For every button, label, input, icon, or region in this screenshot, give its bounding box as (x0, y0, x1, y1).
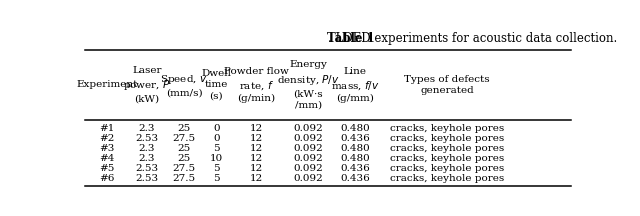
Text: 0.092: 0.092 (293, 174, 323, 183)
Text: . LDED experiments for acoustic data collection.: . LDED experiments for acoustic data col… (328, 32, 617, 45)
Text: 0.480: 0.480 (340, 144, 370, 153)
Text: 2.53: 2.53 (136, 164, 159, 173)
Text: 2.3: 2.3 (139, 124, 156, 133)
Text: Types of defects
generated: Types of defects generated (404, 75, 490, 95)
Text: 0.092: 0.092 (293, 154, 323, 163)
Text: 5: 5 (213, 164, 220, 173)
Text: 0.480: 0.480 (340, 124, 370, 133)
Text: #1: #1 (100, 124, 115, 133)
Text: 0.436: 0.436 (340, 174, 370, 183)
Text: Line
mass, $\mathit{f/v}$
(g/mm): Line mass, $\mathit{f/v}$ (g/mm) (331, 67, 380, 103)
Text: cracks, keyhole pores: cracks, keyhole pores (390, 124, 504, 133)
Text: cracks, keyhole pores: cracks, keyhole pores (390, 134, 504, 143)
Text: 2.3: 2.3 (139, 144, 156, 153)
Text: 12: 12 (250, 174, 262, 183)
Text: 0: 0 (213, 124, 220, 133)
Text: 0.092: 0.092 (293, 124, 323, 133)
Text: 0.480: 0.480 (340, 154, 370, 163)
Text: Laser
power, $\mathit{P}$
(kW): Laser power, $\mathit{P}$ (kW) (123, 66, 171, 104)
Text: #3: #3 (100, 144, 115, 153)
Text: Table 1: Table 1 (327, 32, 375, 45)
Text: Powder flow
rate, $\mathit{f}$
(g/min): Powder flow rate, $\mathit{f}$ (g/min) (223, 67, 289, 103)
Text: Energy
density, $\mathit{P/v}$
(kW·s
/mm): Energy density, $\mathit{P/v}$ (kW·s /mm… (276, 60, 340, 110)
Text: 0.436: 0.436 (340, 164, 370, 173)
Text: #5: #5 (100, 164, 115, 173)
Text: 25: 25 (177, 144, 191, 153)
Text: 5: 5 (213, 144, 220, 153)
Text: 12: 12 (250, 164, 262, 173)
Text: 2.53: 2.53 (136, 174, 159, 183)
Text: Experiment: Experiment (77, 81, 138, 89)
Text: Dwell
time
(s): Dwell time (s) (202, 69, 232, 101)
Text: 0.436: 0.436 (340, 134, 370, 143)
Text: 2.3: 2.3 (139, 154, 156, 163)
Text: Speed, $\mathit{v}$
(mm/s): Speed, $\mathit{v}$ (mm/s) (161, 73, 208, 97)
Text: 27.5: 27.5 (173, 164, 196, 173)
Text: #6: #6 (100, 174, 115, 183)
Text: cracks, keyhole pores: cracks, keyhole pores (390, 174, 504, 183)
Text: 12: 12 (250, 154, 262, 163)
Text: #4: #4 (100, 154, 115, 163)
Text: 10: 10 (210, 154, 223, 163)
Text: 25: 25 (177, 154, 191, 163)
Text: 12: 12 (250, 124, 262, 133)
Text: 27.5: 27.5 (173, 134, 196, 143)
Text: cracks, keyhole pores: cracks, keyhole pores (390, 154, 504, 163)
Text: 27.5: 27.5 (173, 174, 196, 183)
Text: 0.092: 0.092 (293, 144, 323, 153)
Text: cracks, keyhole pores: cracks, keyhole pores (390, 144, 504, 153)
Text: 12: 12 (250, 144, 262, 153)
Text: 12: 12 (250, 134, 262, 143)
Text: 2.53: 2.53 (136, 134, 159, 143)
Text: #2: #2 (100, 134, 115, 143)
Text: 0.092: 0.092 (293, 164, 323, 173)
Text: 0.092: 0.092 (293, 134, 323, 143)
Text: 25: 25 (177, 124, 191, 133)
Text: 0: 0 (213, 134, 220, 143)
Text: cracks, keyhole pores: cracks, keyhole pores (390, 164, 504, 173)
Text: 5: 5 (213, 174, 220, 183)
